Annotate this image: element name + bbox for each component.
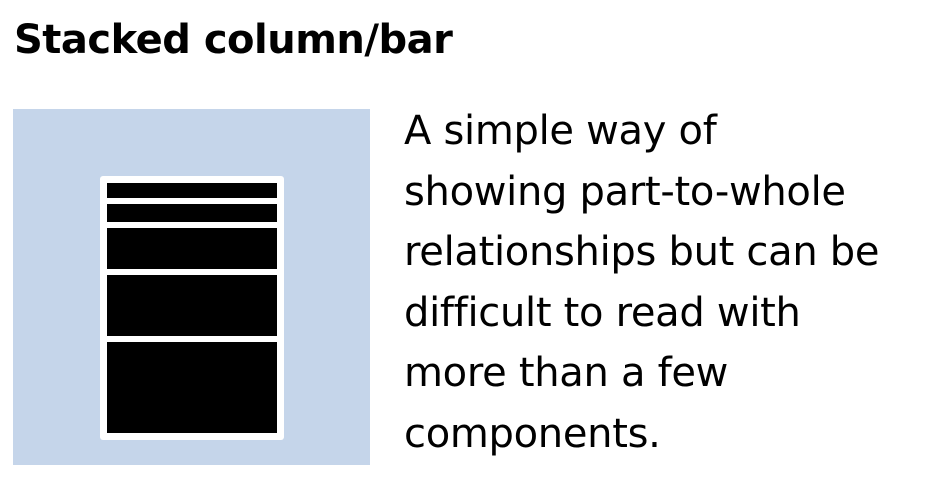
description-line: components. bbox=[404, 410, 661, 457]
stack-segment-2 bbox=[107, 204, 277, 222]
icon-panel bbox=[13, 109, 370, 465]
stacked-column-icon bbox=[100, 176, 284, 440]
stack-segment-3 bbox=[107, 228, 277, 269]
stack-segment-4 bbox=[107, 275, 277, 336]
description-line: difficult to read with bbox=[404, 289, 801, 336]
stack-segment-1 bbox=[107, 183, 277, 198]
description-line: more than a few bbox=[404, 350, 729, 396]
description: A simple way of showing part-to-whole re… bbox=[404, 101, 939, 464]
description-line: showing part-to-whole bbox=[404, 168, 846, 215]
description-line: A simple way of bbox=[404, 108, 717, 154]
page-title: Stacked column/bar bbox=[14, 17, 453, 63]
description-line: relationships but can be bbox=[404, 229, 880, 275]
stack-segment-5 bbox=[107, 342, 277, 433]
